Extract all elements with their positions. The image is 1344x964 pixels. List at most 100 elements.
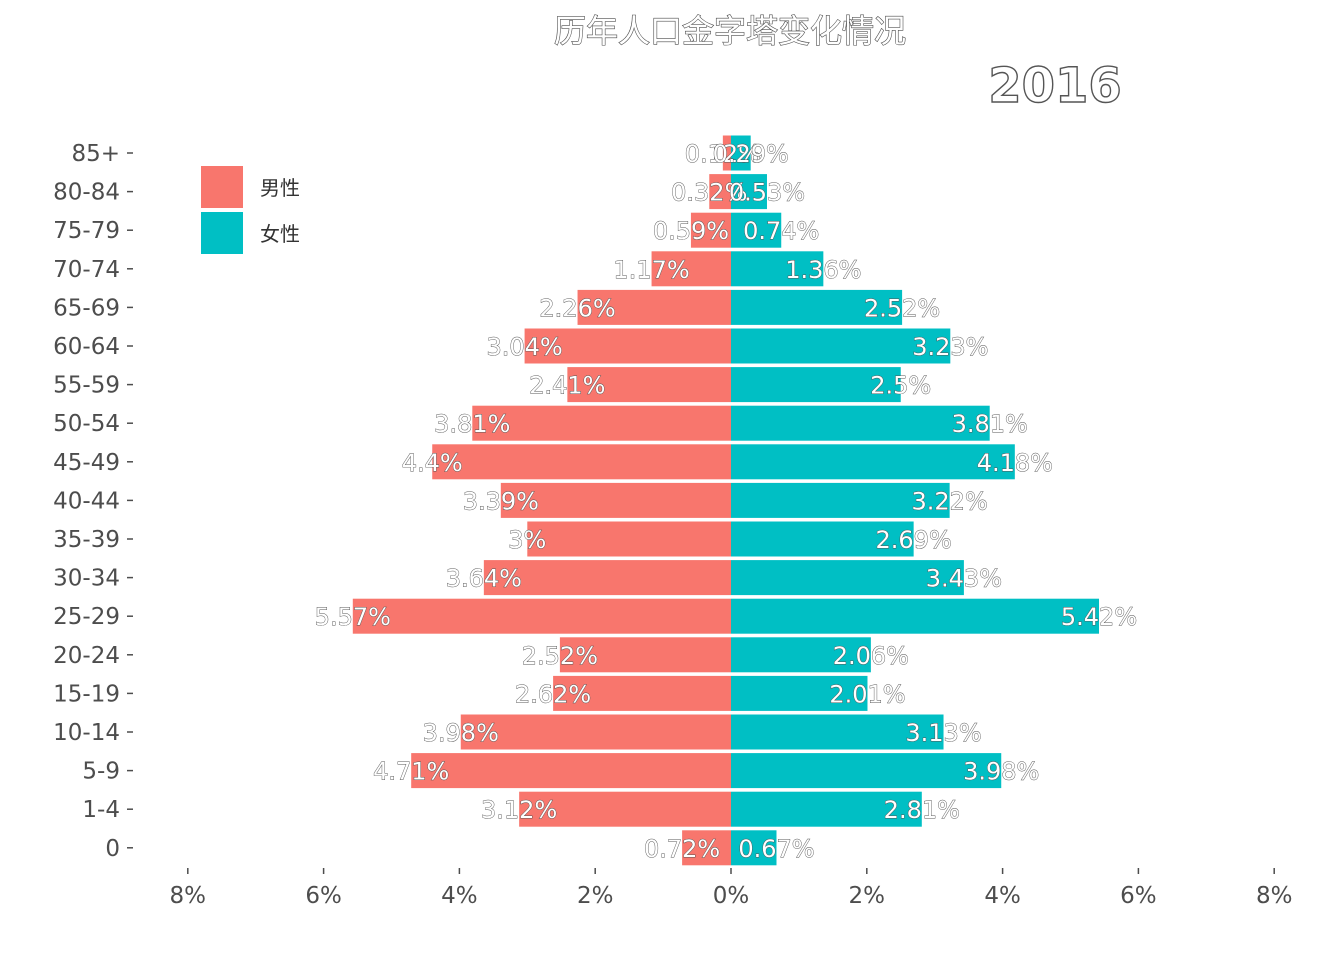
female-bar: [731, 521, 914, 557]
x-tick-label: 8%: [1256, 883, 1293, 909]
male-data-label: 0.72%: [644, 835, 720, 863]
x-tick-label: 4%: [984, 883, 1021, 909]
female-bar: [731, 675, 868, 711]
y-tick-label: 10-14: [53, 720, 120, 746]
data-labels-layer: 0.12%0.29% 0.32%0.53%0.59% 0.74% 1.17% 1.36%…: [314, 140, 1137, 864]
y-tick-label: 15-19: [53, 681, 120, 707]
female-bar: [731, 598, 1100, 634]
male-bar: [519, 791, 731, 827]
y-tick-label: 80-84: [53, 180, 120, 206]
male-bar: [559, 637, 731, 673]
male-bar: [527, 521, 731, 557]
female-data-label: 0.29%: [713, 140, 789, 168]
y-tick-label: 75-79: [53, 218, 120, 244]
male-bar: [500, 482, 731, 518]
male-data-label: 0.32%: [671, 179, 747, 207]
x-tick-label: 6%: [305, 883, 342, 909]
female-data-label: 4.18%: [977, 449, 1053, 477]
male-data-label: 2.52%: [522, 642, 598, 670]
y-tick-label: 30-34: [53, 566, 120, 592]
legend-label-male: 男性: [260, 176, 300, 200]
legend-swatch-male: [201, 166, 243, 208]
male-data-label: 3.12%: [481, 796, 557, 824]
female-data-label: 3.22%: [912, 487, 988, 515]
bars-layer: [352, 135, 1100, 866]
x-tick-label: 4%: [441, 883, 478, 909]
female-data-label: 2.5%: [870, 372, 931, 400]
female-data-label: 3.81%: [952, 410, 1028, 438]
female-data-label: 2.06%: [833, 642, 909, 670]
female-data-label: 5.42%: [1061, 603, 1137, 631]
male-bar: [722, 135, 731, 171]
female-bar: [731, 791, 922, 827]
female-bar: [731, 482, 950, 518]
male-data-label: 3.64%: [446, 565, 522, 593]
y-axis: 85+ 80-84 75-79 70-74 65-69 60-64 55-59 50-54 45…: [53, 141, 133, 862]
female-bar: [731, 444, 1015, 480]
male-data-label: 3.98%: [423, 719, 499, 747]
legend-label-female: 女性: [260, 222, 300, 246]
y-tick-label: 50-54: [53, 411, 120, 437]
y-tick-label: 85+: [71, 141, 120, 167]
male-data-label: 2.26%: [539, 294, 615, 322]
female-bar: [731, 405, 990, 441]
y-tick-label: 40-44: [53, 488, 120, 514]
female-data-label: 1.36%: [785, 256, 861, 284]
legend-swatch-female: [201, 212, 243, 254]
female-data-label: 2.01%: [829, 680, 905, 708]
male-data-label: 1.17%: [613, 256, 689, 284]
x-tick-label: 6%: [1120, 883, 1157, 909]
female-bar: [731, 753, 1002, 789]
male-data-label: 0.59%: [653, 217, 729, 245]
male-bar: [483, 560, 731, 596]
y-tick-label: 1-4: [82, 797, 120, 823]
female-bar: [731, 560, 964, 596]
x-tick-label: 8%: [170, 883, 207, 909]
female-data-label: 0.74%: [743, 217, 819, 245]
male-bar: [432, 444, 731, 480]
y-tick-label: 5-9: [82, 759, 120, 785]
female-bar: [731, 714, 944, 750]
x-tick-label: 2%: [577, 883, 614, 909]
female-bar: [731, 212, 782, 248]
male-bar: [682, 830, 731, 866]
female-data-label: 0.67%: [738, 835, 814, 863]
y-tick-label: 25-29: [53, 604, 120, 630]
male-bar: [577, 289, 731, 325]
male-data-label: 2.62%: [515, 680, 591, 708]
female-bar: [731, 135, 751, 171]
female-bar: [731, 328, 951, 364]
male-data-label: 3.04%: [486, 333, 562, 361]
female-data-label: 3.98%: [963, 758, 1039, 786]
male-data-label: 4.71%: [373, 758, 449, 786]
y-tick-label: 60-64: [53, 334, 120, 360]
y-tick-label: 65-69: [53, 295, 120, 321]
female-data-label: 3.13%: [905, 719, 981, 747]
male-bar: [411, 753, 731, 789]
male-bar: [472, 405, 731, 441]
male-data-label: 5.57%: [315, 603, 391, 631]
male-data-label: 4.4%: [402, 449, 463, 477]
male-bar: [567, 367, 731, 403]
female-bar: [731, 367, 901, 403]
female-data-label: 2.69%: [876, 526, 952, 554]
y-tick-label: 70-74: [53, 257, 120, 283]
x-axis: 8% 6% 4% 2% 0% 2% 4% 6% 8%: [170, 868, 1293, 909]
y-tick-label: 0: [105, 836, 120, 862]
male-bar: [690, 212, 731, 248]
year-annotation: 2016: [988, 58, 1122, 114]
male-bar: [524, 328, 731, 364]
male-bar: [352, 598, 731, 634]
female-bar: [731, 637, 871, 673]
y-tick-label: 35-39: [53, 527, 120, 553]
female-data-label: 2.52%: [864, 294, 940, 322]
y-tick-label: 45-49: [53, 450, 120, 476]
male-bar: [460, 714, 731, 750]
male-data-label: 2.41%: [529, 372, 605, 400]
male-bar: [651, 251, 731, 287]
x-tick-label: 0%: [713, 883, 750, 909]
female-bar: [731, 174, 767, 210]
y-tick-label: 20-24: [53, 643, 120, 669]
